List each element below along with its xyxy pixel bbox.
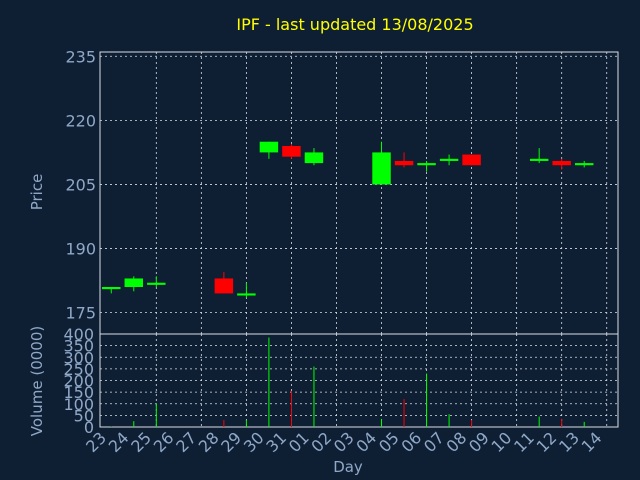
candle-body <box>304 152 324 164</box>
candle-body <box>124 278 144 287</box>
candle-body <box>394 160 414 166</box>
candle-body <box>372 152 391 185</box>
candle-body <box>439 158 459 161</box>
candle-body <box>259 141 279 153</box>
volume-tick-label: 200 <box>63 372 94 391</box>
volume-tick-label: 50 <box>74 406 94 425</box>
candle-body <box>462 154 481 166</box>
price-tick-label: 190 <box>65 240 96 259</box>
volume-tick-label: 0 <box>84 418 94 437</box>
x-tick-label: 14 <box>578 428 606 456</box>
candle-body <box>529 158 549 161</box>
volume-panel: 0501001502002503003504002324252627282930… <box>63 325 619 456</box>
candle-body <box>102 287 121 290</box>
volume-tick-label: 350 <box>63 337 94 356</box>
price-plot-frame <box>99 51 619 335</box>
price-tick-label: 175 <box>65 304 96 323</box>
candle-body <box>237 293 256 296</box>
volume-tick-label: 300 <box>63 348 94 367</box>
price-panel: 175 190 205 220 235 <box>65 47 619 335</box>
volume-tick-label: 150 <box>63 383 94 402</box>
price-tick-label: 235 <box>65 47 96 66</box>
price-tick-label: 220 <box>65 111 96 130</box>
price-axis-label: Price <box>28 174 46 211</box>
candle-body <box>552 160 571 166</box>
volume-tick-label: 250 <box>63 360 94 379</box>
volume-tick-label: 400 <box>63 325 94 344</box>
volume-tick-label: 100 <box>63 395 94 414</box>
x-axis-label: Day <box>333 458 363 476</box>
candle-body <box>417 163 436 166</box>
candle-body <box>282 146 301 157</box>
volume-axis-label: Volume (0000) <box>28 326 46 436</box>
candle-body <box>214 278 234 294</box>
candle-body <box>574 163 594 166</box>
price-tick-label: 205 <box>65 175 96 194</box>
chart-title: IPF - last updated 13/08/2025 <box>236 15 473 34</box>
candle-body <box>147 282 166 285</box>
